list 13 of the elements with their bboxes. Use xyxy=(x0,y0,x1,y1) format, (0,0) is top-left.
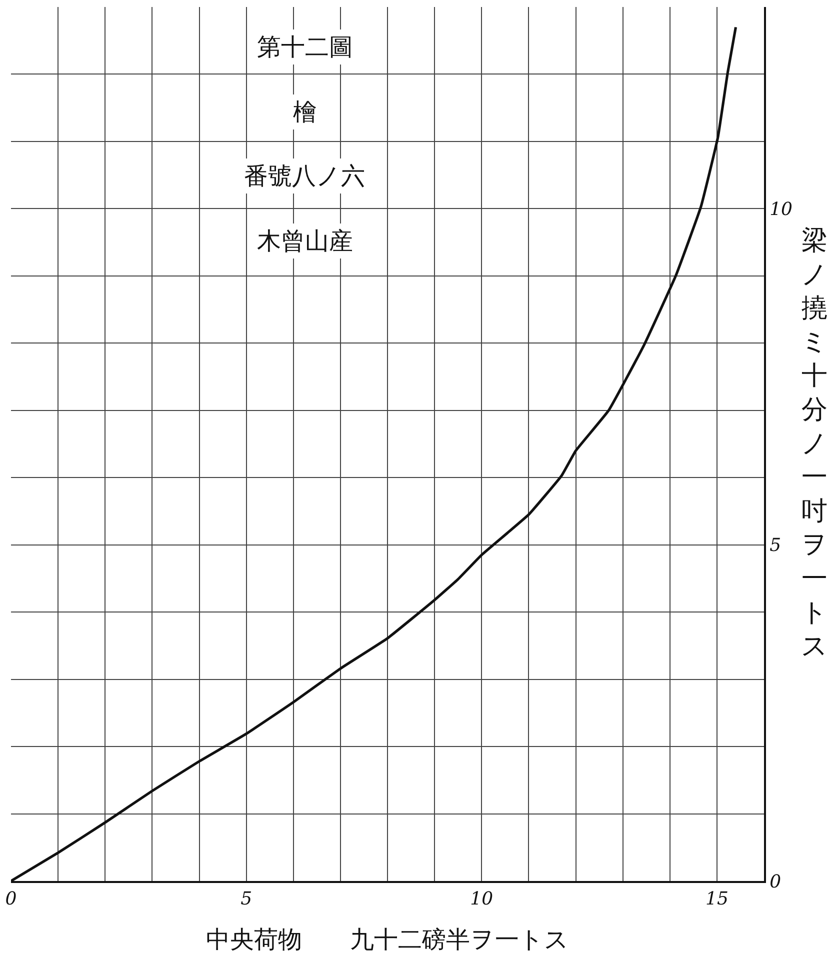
y-tick-label: 5 xyxy=(770,535,782,556)
y-tick-label: 0 xyxy=(770,871,782,892)
annotation: 木曾山産 xyxy=(257,227,353,255)
x-axis-title: 中央荷物 九十二磅半ヲ一トス xyxy=(206,925,569,954)
text: 梁ノ撓ミ十分ノ一吋ヲ一トス xyxy=(801,226,828,662)
annotation: 番號八ノ六 xyxy=(244,162,365,190)
text: 第十二圖 xyxy=(257,33,353,61)
x-tick-label: 0 xyxy=(5,888,17,910)
x-tick-label: 10 xyxy=(470,888,494,910)
x-tick-label: 5 xyxy=(240,888,252,910)
text: 檜 xyxy=(293,98,317,126)
x-tick-label: 15 xyxy=(705,888,728,910)
y-tick-label: 10 xyxy=(770,198,793,220)
